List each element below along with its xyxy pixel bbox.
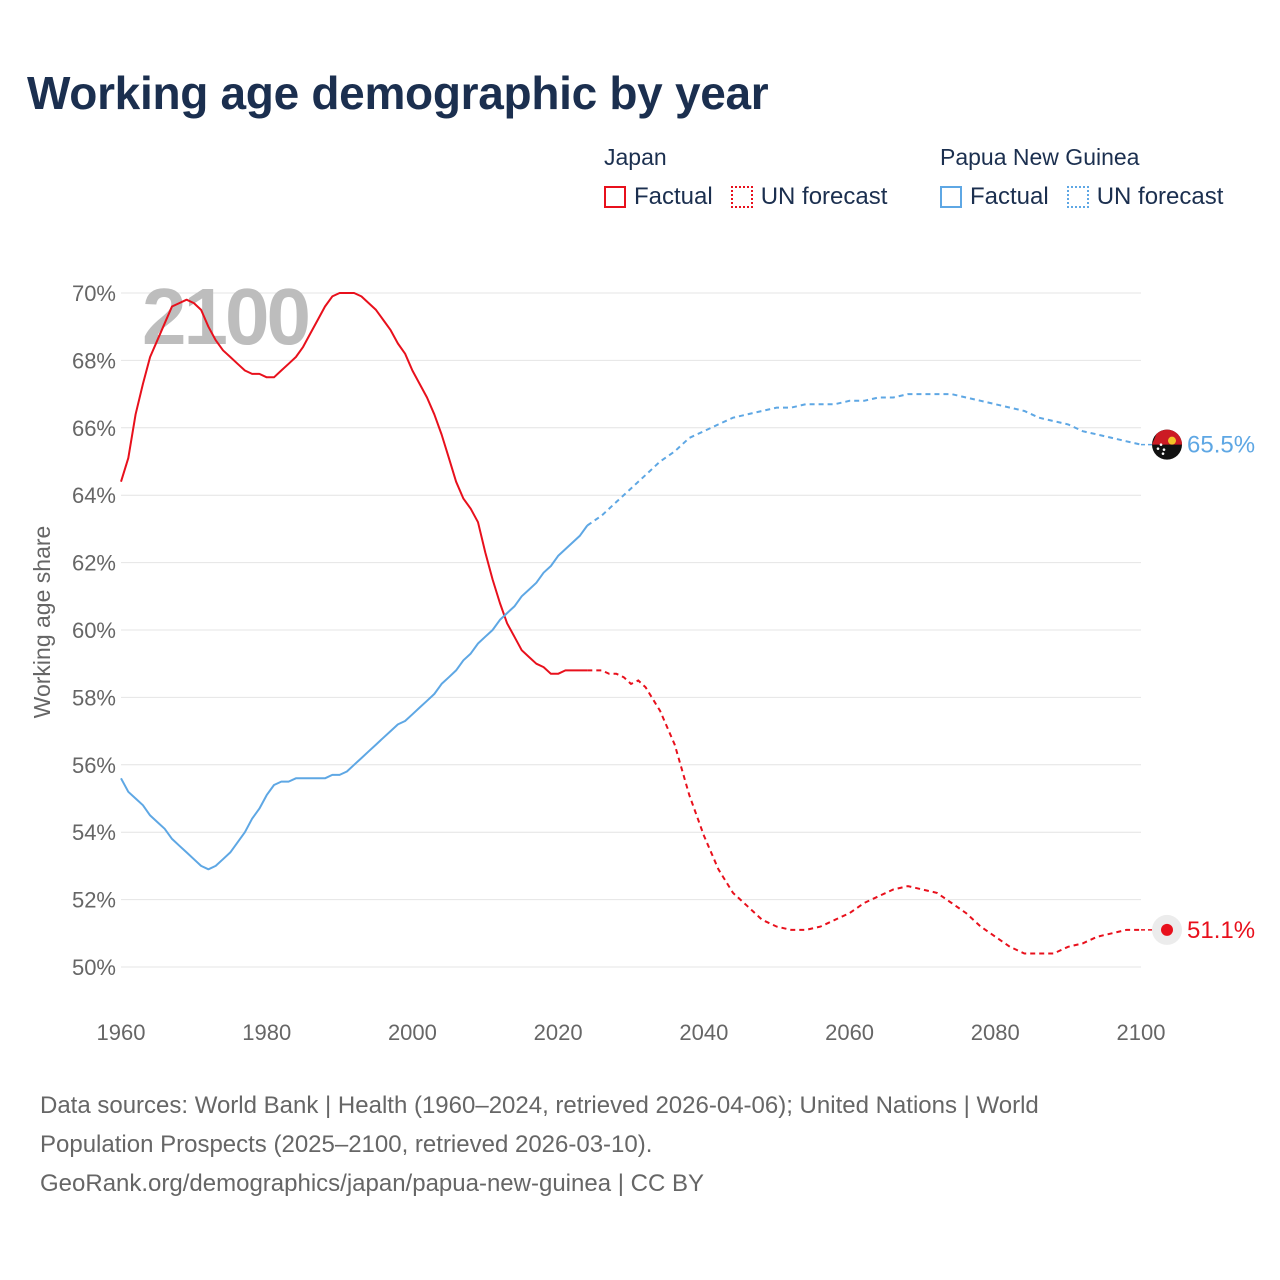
footer-sources: Data sources: World Bank | Health (1960–… [40,1086,1220,1203]
end-label-japan: 51.1% [1187,917,1255,944]
legend-japan-factual[interactable]: Factual [604,183,713,211]
legend-japan-factual-label: Factual [634,183,713,210]
y-tick-label: 58% [72,685,116,710]
japan-flag-disc [1161,923,1173,936]
x-tick-label: 2080 [971,1020,1020,1045]
legend-japan-forecast[interactable]: UN forecast [730,183,888,211]
line-japan-forecast [587,669,1141,955]
legend-png: Papua New Guinea Factual UN forecast [940,144,1241,211]
png-flag-icon[interactable] [1149,423,1185,460]
y-tick-label: 68% [72,348,116,373]
legend-png-factual[interactable]: Factual [940,183,1049,211]
y-tick-label: 54% [72,820,116,845]
y-tick-label: 70% [72,281,116,306]
legend-png-factual-label: Factual [970,183,1049,210]
y-tick-label: 64% [72,483,116,508]
x-tick-label: 1960 [97,1020,146,1045]
y-tick-label: 60% [72,618,116,643]
line-png-forecast [586,393,1142,527]
series-lines [120,292,1142,955]
y-axis-ticks: 50% 52% 54% 56% 58% 60% 62% 64% 66% 68% 70% [72,281,116,980]
end-label-png: 65.5% [1187,432,1255,459]
legend-japan-forecast-label: UN forecast [760,183,888,210]
legend-japan: Japan Factual UN forecast [604,144,905,211]
png-flag-star [1156,447,1160,450]
y-tick-label: 52% [72,888,116,913]
legend-png-name: Papua New Guinea [940,144,1140,170]
legend-png-forecast[interactable]: UN forecast [1066,183,1224,211]
legend-png-forecast-label: UN forecast [1096,183,1224,210]
x-tick-label: 2000 [388,1020,437,1045]
end-markers: 51.1% 65.5% [1141,423,1255,945]
png-flag-star [1159,443,1163,446]
y-tick-label: 66% [72,416,116,441]
footer-line-2: Population Prospects (2025–2100, retriev… [40,1131,653,1158]
gridlines [121,292,1141,968]
x-tick-label: 2020 [534,1020,583,1045]
y-axis-label: Working age share [29,526,55,719]
legend-swatch-dotted-blue [1066,186,1089,208]
chart-plot-area: 2100 50% 52% 54% 56% 58% 60% 62% 64% 66% 68% 70% 1… [29,272,1255,1045]
line-japan-factual [120,292,588,675]
y-tick-label: 56% [72,753,116,778]
x-tick-label: 1980 [242,1020,291,1045]
footer-line-3: GeoRank.org/demographics/japan/papua-new… [40,1170,704,1197]
x-axis-ticks: 1960 1980 2000 2020 2040 2060 2080 2100 [97,1020,1166,1045]
png-flag-star [1162,448,1166,451]
png-flag-star [1161,452,1165,455]
legend-swatch-solid-red [604,186,626,208]
y-tick-label: 62% [72,551,116,576]
x-tick-label: 2060 [825,1020,874,1045]
chart-title: Working age demographic by year [27,67,769,119]
legend-swatch-dotted-red [730,186,753,208]
legend-swatch-solid-blue [940,186,962,208]
x-tick-label: 2040 [679,1020,728,1045]
legend-japan-name: Japan [604,144,667,170]
line-png-factual [120,524,589,871]
png-flag-bird [1168,436,1176,445]
footer-line-1: Data sources: World Bank | Health (1960–… [40,1092,1039,1119]
y-tick-label: 50% [72,955,116,980]
year-watermark: 2100 [142,272,308,361]
x-tick-label: 2100 [1117,1020,1166,1045]
